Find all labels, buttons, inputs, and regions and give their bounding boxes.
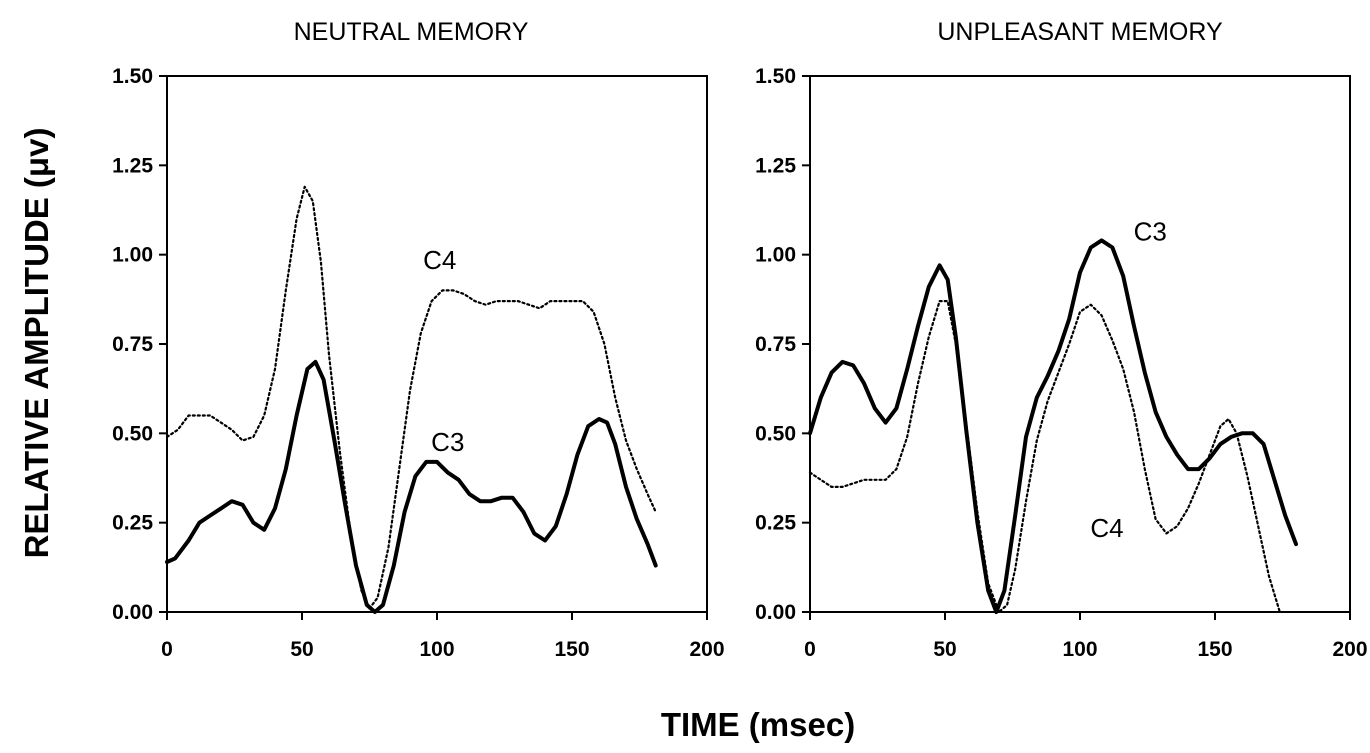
y-axis-title: RELATIVE AMPLITUDE (μv): [18, 128, 55, 559]
chart-neutral-memory: NEUTRAL MEMORY 0.00 0.25 0.50 0.75 1.00 1.25 1…: [112, 18, 724, 661]
y-tick-label: 1.50: [755, 65, 796, 88]
chart-unpleasant-memory: UNPLEASANT MEMORY 0.00 0.25 0.50 0.75 1.00 1.…: [755, 18, 1367, 661]
x-tick-label: 50: [933, 638, 956, 661]
y-tick-label: 0.00: [112, 601, 153, 624]
y-tick-label: 0.00: [755, 601, 796, 624]
x-tick-label: 50: [290, 638, 313, 661]
y-tick-label: 0.25: [112, 512, 153, 535]
series-line-c3: [808, 238, 1298, 614]
series-line-c3: [165, 359, 658, 614]
y-tick-label: 1.50: [112, 65, 153, 88]
x-tick-label: 100: [1062, 638, 1097, 661]
series-line-c4: [808, 300, 1281, 614]
y-tick-label: 0.50: [755, 422, 796, 445]
series-line-c4: [165, 185, 657, 610]
y-tick-label: 0.75: [112, 333, 153, 356]
series-label-c3: C3: [431, 427, 464, 457]
chart-title: UNPLEASANT MEMORY: [937, 18, 1223, 46]
plot-frame: [166, 75, 708, 613]
y-tick-label: 0.50: [112, 422, 153, 445]
y-tick-label: 0.25: [755, 512, 796, 535]
series-label-c4: C4: [423, 245, 456, 275]
plot-frame: [809, 75, 1351, 613]
x-axis-title: TIME (msec): [661, 706, 855, 743]
x-tick-label: 100: [419, 638, 454, 661]
x-tick-label: 0: [161, 638, 173, 661]
y-tick-label: 0.75: [755, 333, 796, 356]
series-label-c3: C3: [1134, 216, 1167, 246]
x-tick-label: 200: [1332, 638, 1367, 661]
y-tick-label: 1.00: [755, 244, 796, 267]
x-tick-label: 200: [689, 638, 724, 661]
chart-title: NEUTRAL MEMORY: [294, 18, 529, 46]
x-tick-label: 0: [804, 638, 816, 661]
x-tick-label: 150: [554, 638, 589, 661]
series-label-c4: C4: [1090, 513, 1123, 543]
y-tick-label: 1.25: [112, 154, 153, 177]
x-tick-label: 150: [1197, 638, 1232, 661]
y-tick-label: 1.00: [112, 244, 153, 267]
y-tick-label: 1.25: [755, 154, 796, 177]
